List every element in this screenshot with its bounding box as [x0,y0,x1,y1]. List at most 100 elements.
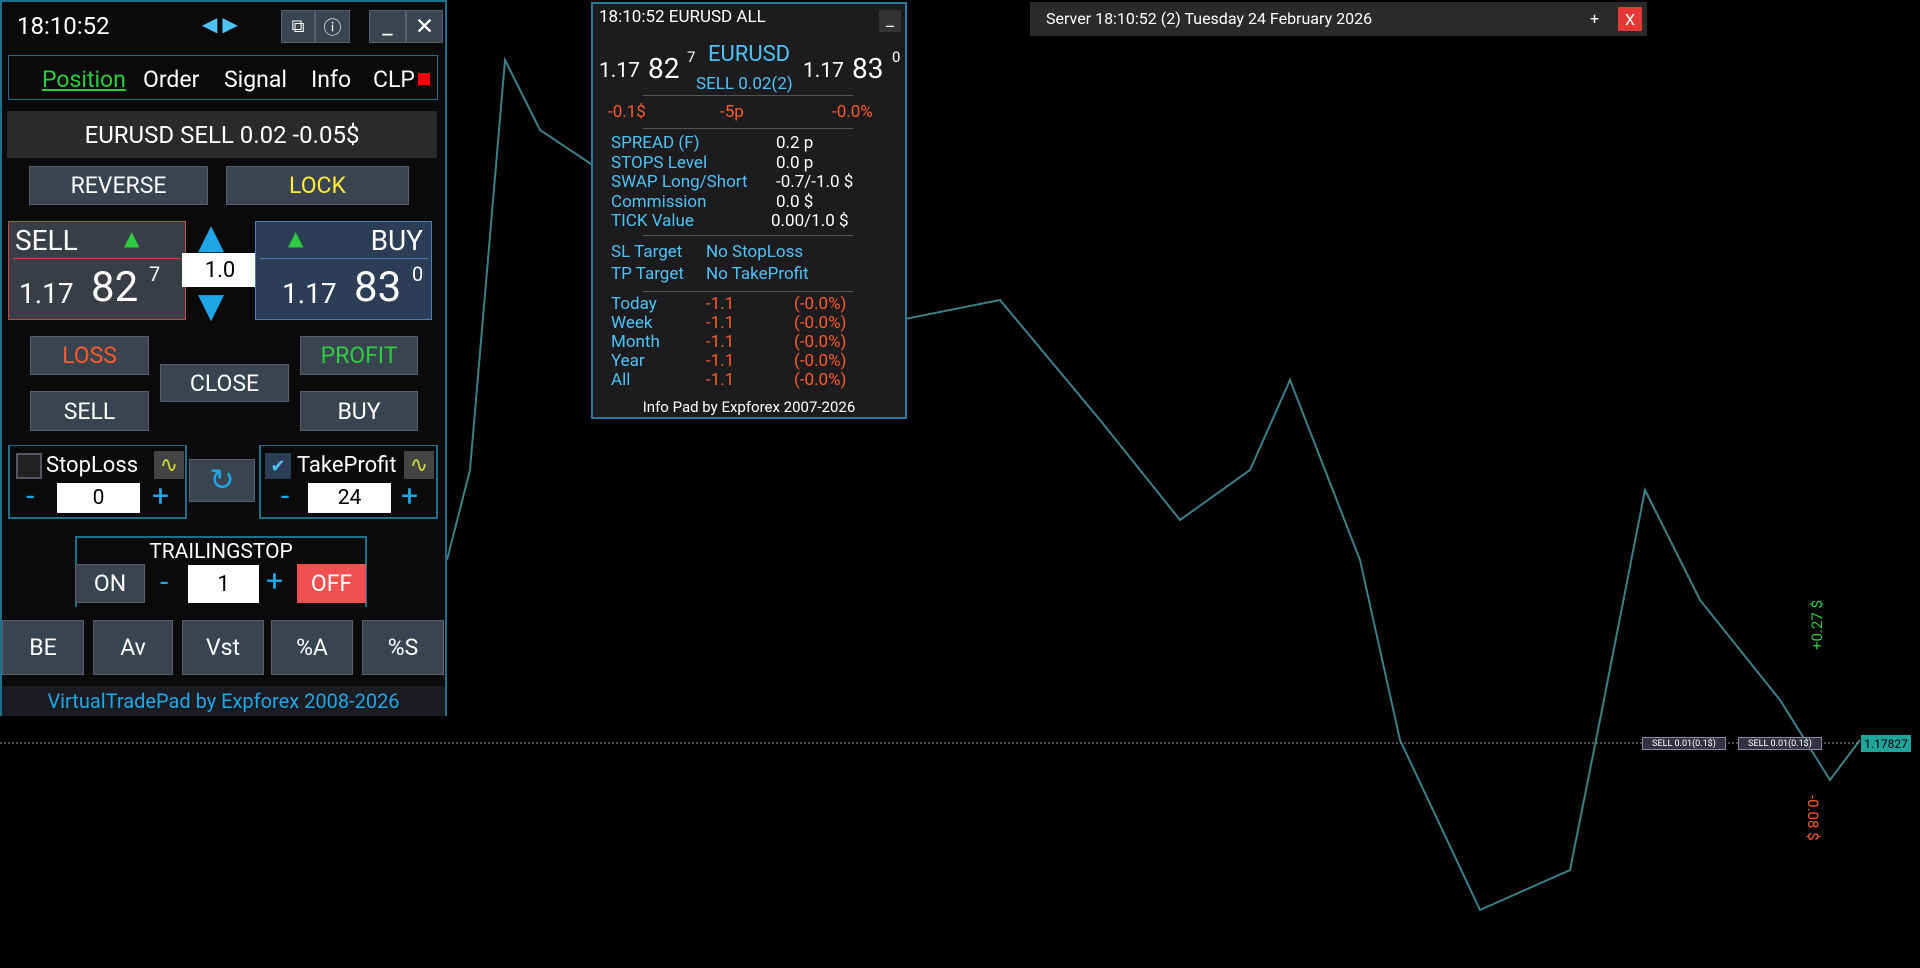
restore-button[interactable]: ⧉ [281,10,315,43]
minimize-button[interactable]: _ [879,10,901,32]
plus[interactable]: + [266,564,284,599]
up-icon: ▲ [124,226,140,250]
stoploss-input[interactable]: 0 [57,483,140,513]
lock-button[interactable]: LOCK [226,166,409,205]
profit-button[interactable]: PROFIT [300,336,418,375]
spec-label: SWAP Long/Short [611,172,748,192]
spec-value: 0.0 p [776,152,814,173]
symbol: EURUSD [708,42,791,67]
spec-label: SPREAD (F) [611,133,700,153]
buy-button[interactable]: BUY [300,391,418,431]
be-button[interactable]: BE [2,620,84,675]
stoploss-group: StopLoss ∿ - 0 + [8,445,187,519]
profit-label: +0.27 $ [1808,600,1826,650]
separator [643,95,853,96]
order-label[interactable]: SELL 0.01(0.1$) [1642,737,1726,750]
buy-point: 0 [412,262,424,286]
server-bar: Server 18:10:52 (2) Tuesday 24 February … [1030,2,1647,36]
server-text: Server 18:10:52 (2) Tuesday 24 February … [1046,9,1373,28]
plus-button[interactable]: + [1590,9,1600,28]
trade-pad: 18:10:52 ◀ ▶ ⧉ ⓘ _ ✕ Position Order Sign… [0,0,447,716]
sell-box[interactable]: SELL ▲ 1.17 82 7 [8,221,186,320]
spec-value: 0.00/1.0 $ [771,211,849,231]
buy-point: 0 [892,48,901,66]
trailing-off[interactable]: OFF [297,564,366,603]
info-button[interactable]: ⓘ [315,10,350,43]
stat-percent: (-0.0%) [794,332,847,352]
buy-big: 1.17 [282,277,337,310]
plus[interactable]: + [152,479,170,514]
sell-pips: 82 [648,52,680,85]
stat-money: -1.1 [706,294,735,314]
sell-big: 1.17 [19,277,74,310]
separator [643,128,853,129]
target-label: TP Target [611,264,684,284]
close-all-button[interactable]: CLOSE [160,364,289,402]
trailing-on[interactable]: ON [75,564,145,603]
checkbox[interactable]: ✔ [265,453,291,479]
stat-period: Month [611,332,660,352]
reverse-button[interactable]: REVERSE [29,166,208,205]
price-label: 1.17827 [1861,735,1911,752]
target-value: No TakeProfit [706,264,809,284]
tab[interactable]: Position [42,66,126,93]
sell-big: 1.17 [599,59,640,83]
pl-points: -5p [720,102,744,122]
loss-button[interactable]: LOSS [30,336,149,375]
takeprofit-label: TakeProfit [297,453,397,478]
buy-pips: 83 [852,52,884,85]
spec-value: -0.7/-1.0 $ [776,172,854,192]
stat-money: -1.1 [706,351,735,371]
header: 18:10:52 EURUSD ALL [599,7,766,27]
spec-label: Commission [611,191,707,212]
stat-money: -1.1 [706,332,735,352]
buy-box[interactable]: BUY ▲ 1.17 83 0 [255,221,432,320]
stat-money: -1.1 [706,370,735,390]
ps-button[interactable]: %S [362,620,444,675]
pl-money: -0.1$ [608,102,646,122]
trailing-input[interactable]: 1 [188,565,259,603]
vst-button[interactable]: Vst [182,620,264,675]
stat-percent: (-0.0%) [794,294,847,314]
nav-arrows[interactable]: ◀ ▶ [202,12,238,36]
checkbox[interactable] [16,453,42,479]
spec-value: 0.2 p [776,133,814,153]
close-button[interactable]: ✕ [406,10,443,43]
sell-pips: 82 [91,263,139,312]
av-button[interactable]: Av [93,620,173,675]
stat-percent: (-0.0%) [794,351,847,371]
minimize-button[interactable]: _ [369,10,406,43]
pa-button[interactable]: %A [271,620,353,675]
spec-label: TICK Value [611,211,694,231]
position: SELL 0.02(2) [696,74,793,94]
takeprofit-input[interactable]: 24 [308,483,391,513]
mode-icon[interactable]: ∿ [154,451,184,479]
target-value: No StopLoss [706,242,804,262]
lot-up[interactable]: ▲ [198,217,225,257]
minus[interactable]: - [26,479,35,514]
close-button[interactable]: X [1618,7,1642,31]
minus[interactable]: - [281,479,290,514]
lot-down[interactable]: ▼ [198,286,225,326]
minus[interactable]: - [160,565,169,600]
separator [260,258,428,259]
info-pad: 18:10:52 EURUSD ALL _ 1.17 82 7 EURUSD S… [591,2,907,419]
tab[interactable]: Order [143,66,200,93]
tab[interactable]: Info [311,66,352,93]
spec-label: STOPS Level [611,152,708,173]
footer: VirtualTradePad by Expforex 2008-2026 [2,686,445,716]
mode-icon[interactable]: ∿ [404,451,434,479]
stat-period: Week [611,313,653,333]
refresh-button[interactable]: ↻ [189,459,255,502]
order-label[interactable]: SELL 0.01(0.1$) [1738,737,1822,750]
sell-button[interactable]: SELL [30,391,149,431]
separator [13,258,181,259]
tab[interactable]: CLP [373,66,415,93]
tab[interactable]: Signal [224,66,287,93]
plus[interactable]: + [401,479,419,514]
lot-input[interactable]: 1.0 [182,253,258,287]
footer: Info Pad by Expforex 2007-2026 [642,398,856,416]
pl-percent: -0.0% [832,102,873,122]
